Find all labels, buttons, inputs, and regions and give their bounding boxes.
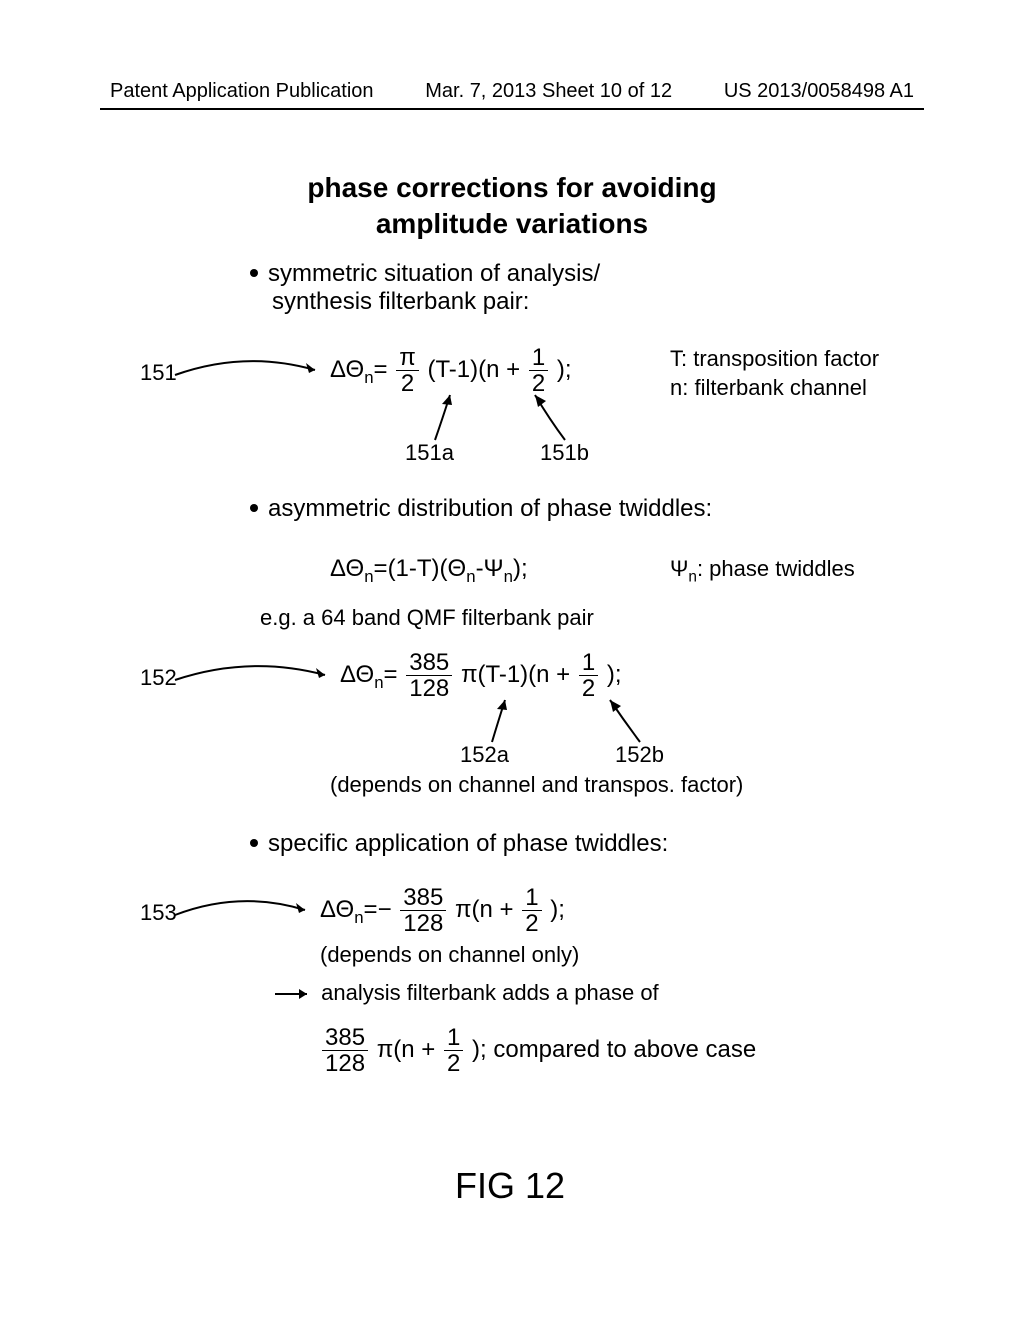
- header-center: Mar. 7, 2013 Sheet 10 of 12: [425, 80, 672, 103]
- f3-frac2: 12: [579, 650, 598, 701]
- formula-152: ΔΘn= 385128 π(T-1)(n + 12 );: [340, 650, 622, 701]
- ref-152: 152: [140, 665, 177, 691]
- title-line1: phase corrections for avoiding: [0, 170, 1024, 206]
- ref-152a: 152a: [460, 742, 509, 768]
- bullet-asymmetric: asymmetric distribution of phase twiddle…: [250, 495, 712, 523]
- figure-title: phase corrections for avoiding amplitude…: [0, 170, 1024, 243]
- ref-152b: 152b: [615, 742, 664, 768]
- bullet-specific: specific application of phase twiddles:: [250, 830, 668, 858]
- ref-153: 153: [140, 900, 177, 926]
- bullet-dot-icon: [250, 269, 258, 277]
- f1-mid: (T-1)(n +: [427, 356, 520, 383]
- title-line2: amplitude variations: [0, 206, 1024, 242]
- bullet3-text: specific application of phase twiddles:: [268, 830, 668, 857]
- f1-sub: n: [364, 368, 373, 387]
- formula-asym: ΔΘn=(1-T)(Θn-Ψn);: [330, 555, 528, 587]
- page-header: Patent Application Publication Mar. 7, 2…: [110, 80, 914, 103]
- f4-frac1: 385128: [400, 885, 446, 936]
- f1-eq: =: [374, 356, 388, 383]
- bullet-symmetric: symmetric situation of analysis/ synthes…: [250, 260, 600, 316]
- bullet1-line2: synthesis filterbank pair:: [272, 288, 529, 315]
- arrow-line: analysis filterbank adds a phase of: [275, 980, 659, 1006]
- example-text: e.g. a 64 band QMF filterbank pair: [260, 605, 594, 631]
- note-152: (depends on channel and transpos. factor…: [330, 772, 743, 798]
- f4-frac2: 12: [522, 885, 541, 936]
- connector-151: [175, 355, 325, 385]
- bullet2-text: asymmetric distribution of phase twiddle…: [268, 495, 712, 522]
- side1-l2: n: filterbank channel: [670, 374, 879, 403]
- f1-frac2: 12: [529, 345, 548, 396]
- side1-l1: T: transposition factor: [670, 345, 879, 374]
- arrow-text: analysis filterbank adds a phase of: [321, 980, 659, 1005]
- ref-151: 151: [140, 360, 177, 386]
- formula-153: ΔΘn=− 385128 π(n + 12 );: [320, 885, 565, 936]
- f2-body: =(1-T)(Θ: [374, 555, 467, 582]
- header-right: US 2013/0058498 A1: [724, 80, 914, 103]
- f5-frac1: 385128: [322, 1025, 368, 1076]
- f1-end: );: [557, 356, 572, 383]
- f1-frac1: π2: [396, 345, 419, 396]
- ref-151a: 151a: [405, 440, 454, 466]
- ref-151b: 151b: [540, 440, 589, 466]
- arrow-icon: [275, 986, 315, 1002]
- legend-psi: Ψn: phase twiddles: [670, 555, 855, 587]
- bullet-dot-icon-3: [250, 839, 258, 847]
- figure-label: FIG 12: [455, 1165, 565, 1207]
- f5-frac2: 12: [444, 1025, 463, 1076]
- header-rule: [100, 108, 924, 110]
- formula-151: ΔΘn= π2 (T-1)(n + 12 );: [330, 345, 572, 396]
- connector-152: [175, 660, 335, 690]
- f3-frac1: 385128: [406, 650, 452, 701]
- bullet-dot-icon-2: [250, 504, 258, 512]
- f2-lhs: ΔΘ: [330, 555, 364, 582]
- formula-added-phase: 385128 π(n + 12 ); compared to above cas…: [320, 1025, 756, 1076]
- bullet1-line1: symmetric situation of analysis/: [268, 260, 600, 287]
- f1-lhs: ΔΘ: [330, 356, 364, 383]
- legend-151: T: transposition factor n: filterbank ch…: [670, 345, 879, 402]
- header-left: Patent Application Publication: [110, 80, 374, 103]
- connector-153: [175, 895, 315, 925]
- note-153: (depends on channel only): [320, 942, 579, 968]
